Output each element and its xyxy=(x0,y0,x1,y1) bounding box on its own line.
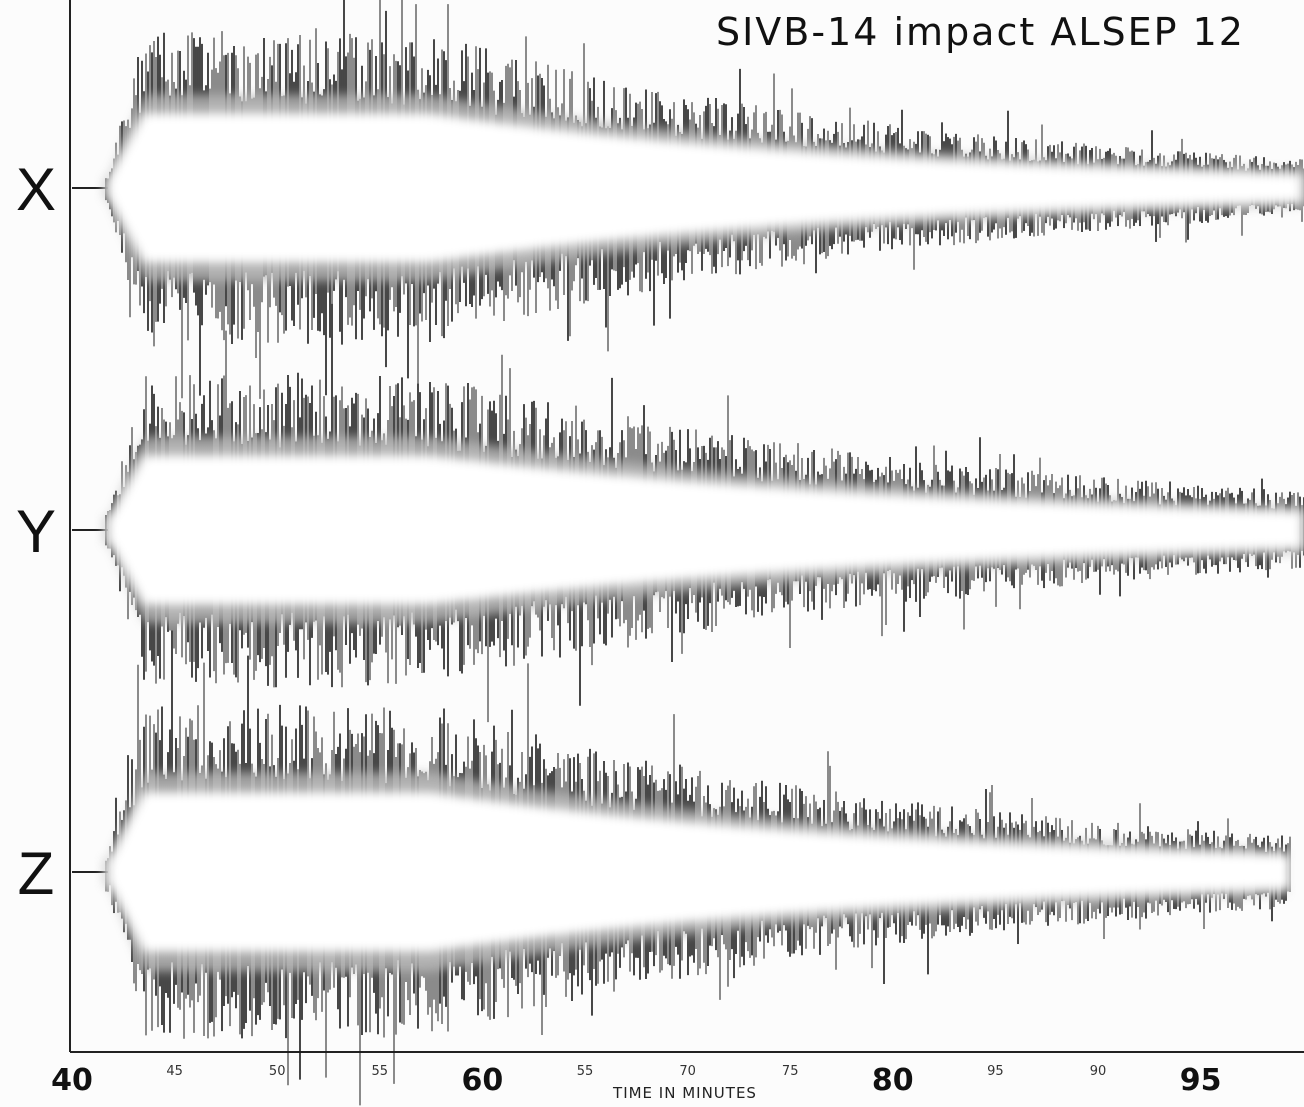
minor-tick-label: 95 xyxy=(987,1064,1004,1079)
tick-labels: 40 45 50 55 60 55 70 75 80 95 90 95 xyxy=(51,1063,1221,1098)
minor-tick-label: 70 xyxy=(679,1064,696,1079)
axis-title: TIME IN MINUTES xyxy=(612,1084,757,1102)
minor-tick-label: 55 xyxy=(577,1064,594,1079)
minor-tick-label: 50 xyxy=(269,1064,286,1079)
trace xyxy=(72,630,1291,1106)
trace-core xyxy=(108,113,1302,263)
trace-label: Z xyxy=(18,840,55,907)
trace-core xyxy=(108,455,1302,605)
major-tick-label: 60 xyxy=(462,1063,504,1098)
minor-tick-label: 55 xyxy=(372,1064,389,1079)
major-tick-label: 40 xyxy=(51,1063,93,1098)
trace-label: Y xyxy=(16,498,56,565)
title: SIVB-14 impact ALSEP 12 xyxy=(716,10,1245,54)
minor-tick-label: 45 xyxy=(166,1064,183,1079)
trace-labels: X Y Z xyxy=(16,156,56,907)
trace xyxy=(72,303,1304,723)
trace xyxy=(72,0,1304,399)
major-tick-label: 95 xyxy=(1180,1063,1222,1098)
trace-label: X xyxy=(16,156,56,223)
minor-tick-label: 90 xyxy=(1090,1064,1107,1079)
trace-core xyxy=(108,792,1290,952)
traces xyxy=(72,0,1304,1106)
minor-tick-label: 75 xyxy=(782,1064,799,1079)
major-tick-label: 80 xyxy=(872,1063,914,1098)
